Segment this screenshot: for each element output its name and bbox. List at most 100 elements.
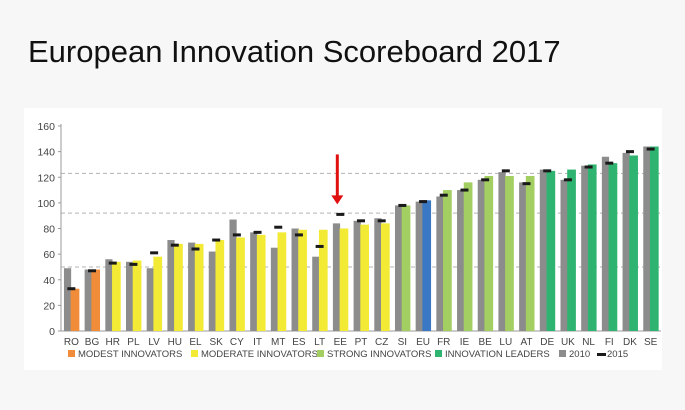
bar-2010-lt	[312, 256, 320, 331]
marker-2015-nl	[584, 165, 593, 169]
x-tick-label: IT	[253, 337, 262, 348]
marker-2015-el	[191, 247, 200, 251]
bar-2017-fi	[608, 163, 618, 331]
bar-2017-hu	[174, 243, 183, 331]
arrow-head	[331, 195, 344, 205]
bar-2017-fr	[443, 190, 452, 331]
marker-2015-ro	[67, 287, 76, 291]
y-tick-label: 40	[43, 275, 55, 287]
x-tick-label: AT	[520, 337, 532, 348]
chart-panel: 0 20 40 60 80 100 120 140 160 RO BG HR PL LV HU EL SK CY I…	[24, 108, 662, 370]
x-tick-label: HU	[168, 337, 182, 348]
marker-2015-it	[253, 230, 262, 234]
marker-2015-at	[522, 182, 531, 186]
marker-2015-cz	[377, 219, 386, 223]
bar-2010-be	[477, 179, 485, 331]
marker-2015-be	[481, 178, 490, 182]
markers-2015	[67, 147, 655, 291]
bar-2010-eu	[415, 201, 423, 331]
marker-2015-ee	[336, 212, 345, 216]
x-tick-label: SI	[398, 337, 407, 348]
bar-2010-pl	[126, 261, 134, 331]
bar-2017-pt	[360, 224, 369, 331]
marker-2015-se	[646, 147, 655, 151]
bar-2017-bg	[91, 269, 101, 331]
bar-2010-fr	[436, 196, 444, 331]
x-tick-label: EL	[189, 337, 202, 348]
bar-2017-ie	[463, 182, 473, 331]
x-tick-label: FI	[605, 337, 614, 348]
x-tick-label: DE	[540, 337, 554, 348]
marker-2015-mt	[274, 225, 283, 229]
marker-2015-cy	[232, 233, 241, 237]
bar-2017-uk	[567, 169, 576, 331]
y-tick-label: 140	[37, 147, 55, 159]
bar-2017-ro	[70, 288, 80, 331]
bar-2017-si	[401, 205, 411, 331]
x-tick-label: LV	[148, 337, 160, 348]
legend-label-moderate: MODERATE INNOVATORS	[201, 349, 318, 360]
marker-2015-fi	[605, 161, 614, 165]
marker-2015-hr	[108, 261, 117, 265]
legend-label-strong: STRONG INNOVATORS	[327, 349, 432, 360]
bar-2017-el	[194, 243, 204, 331]
y-tick-label: 0	[49, 326, 55, 338]
marker-2015-bg	[88, 269, 97, 273]
x-tick-label: CZ	[375, 337, 388, 348]
bar-2010-bg	[84, 269, 92, 331]
y-tick-label: 120	[37, 172, 55, 184]
bar-chart: 0 20 40 60 80 100 120 140 160 RO BG HR PL LV HU EL SK CY I…	[37, 121, 661, 360]
legend-marker-moderate	[191, 350, 198, 357]
y-tick-label: 80	[43, 224, 55, 236]
bar-2010-hu	[167, 240, 175, 331]
legend-marker-strong	[317, 350, 324, 357]
bar-2010-el	[188, 242, 196, 331]
x-tick-label: ES	[292, 337, 306, 348]
x-tick-label: UK	[561, 337, 575, 348]
x-tick-label: MT	[271, 337, 285, 348]
legend-marker-mark2015	[597, 353, 606, 356]
marker-2015-pl	[129, 262, 138, 266]
x-tick-label: SK	[210, 337, 224, 348]
bar-2017-at	[525, 175, 535, 331]
bar-2010-hr	[105, 259, 113, 331]
bar-2010-sk	[208, 251, 216, 331]
marker-2015-sk	[212, 238, 221, 242]
x-tick-label: NL	[582, 337, 595, 348]
bar-2017-pl	[132, 260, 142, 331]
bar-2017-ee	[339, 228, 349, 331]
x-tick-label: EE	[334, 337, 348, 348]
marker-2015-hu	[170, 243, 179, 247]
bar-2017-lt	[318, 229, 328, 331]
x-tick-label: IE	[460, 337, 470, 348]
bar-2017-se	[649, 146, 659, 331]
tick-labels: 0 20 40 60 80 100 120 140 160 RO BG HR PL LV HU EL SK CY I…	[37, 121, 657, 348]
bar-2017-es	[298, 229, 307, 331]
bar-2010-it	[250, 232, 258, 331]
x-tick-label: DK	[623, 337, 637, 348]
marker-2015-uk	[563, 178, 572, 182]
bar-2010-fi	[601, 156, 610, 331]
legend-label-leaders: INNOVATION LEADERS	[445, 349, 550, 360]
highlight-arrow	[331, 154, 344, 205]
legend: MODEST INNOVATORS MODERATE INNOVATORS STRO…	[68, 349, 628, 360]
marker-2015-lv	[150, 251, 159, 255]
marker-2015-fr	[439, 193, 448, 197]
y-tick-label: 100	[37, 198, 55, 210]
x-tick-label: FR	[437, 337, 450, 348]
legend-marker-leaders	[435, 350, 442, 357]
legend-label-mark2015: 2015	[607, 349, 628, 360]
bar-2010-mt	[270, 247, 279, 331]
marker-2015-ie	[460, 188, 469, 192]
bar-2010-dk	[622, 152, 630, 331]
marker-2015-pt	[357, 219, 365, 223]
bar-2010-es	[291, 228, 299, 331]
x-tick-label: LU	[499, 337, 512, 348]
marker-2015-dk	[625, 150, 634, 154]
bars	[63, 146, 659, 331]
bar-2010-at	[519, 182, 527, 331]
marker-2015-eu	[419, 200, 428, 204]
x-tick-label: BG	[85, 337, 100, 348]
bar-2017-lu	[505, 175, 514, 331]
x-tick-label: EU	[416, 337, 430, 348]
